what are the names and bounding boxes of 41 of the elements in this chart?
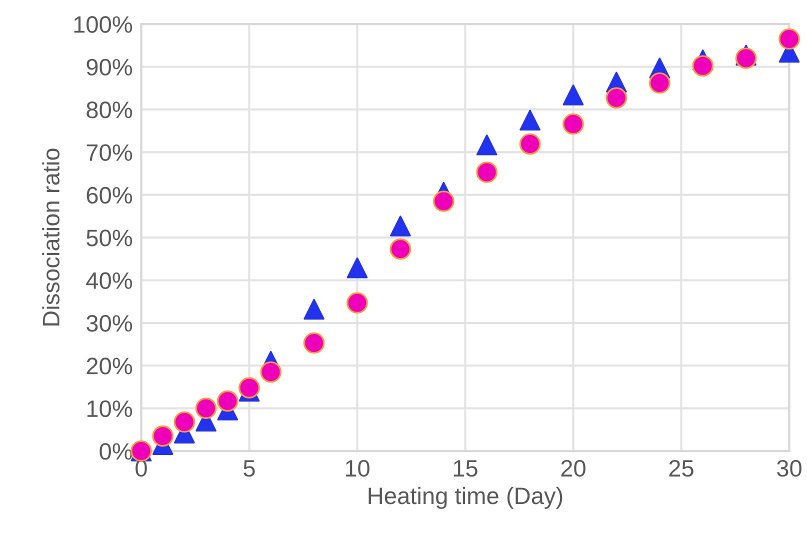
x-axis-title: Heating time (Day) bbox=[368, 486, 562, 509]
point bbox=[303, 332, 325, 354]
point bbox=[174, 411, 196, 433]
x-tick-label: 10 bbox=[346, 460, 370, 477]
point bbox=[260, 361, 282, 383]
point bbox=[432, 190, 454, 212]
x-tick-label: 25 bbox=[669, 460, 694, 477]
point bbox=[346, 292, 368, 314]
y-tick-label: 50% bbox=[86, 230, 132, 246]
x-tick-label: 30 bbox=[777, 460, 802, 477]
point bbox=[562, 84, 584, 106]
point bbox=[390, 238, 412, 260]
point bbox=[238, 377, 260, 398]
point bbox=[735, 48, 757, 69]
y-tick-label: 80% bbox=[86, 102, 132, 118]
point bbox=[195, 398, 217, 419]
point bbox=[778, 28, 800, 50]
x-tick-label: 20 bbox=[561, 460, 586, 477]
point bbox=[519, 133, 541, 155]
point bbox=[476, 134, 498, 156]
point bbox=[606, 87, 628, 109]
y-tick-label: 100% bbox=[74, 16, 132, 33]
point bbox=[648, 72, 670, 94]
point bbox=[562, 113, 584, 135]
y-tick-label: 70% bbox=[86, 144, 132, 161]
point bbox=[476, 162, 498, 183]
y-tick-label: 20% bbox=[86, 358, 132, 374]
y-tick-label: 60% bbox=[86, 186, 132, 204]
y-tick-label: 90% bbox=[86, 58, 132, 76]
y-tick-label: 30% bbox=[86, 314, 132, 332]
x-tick-label: 5 bbox=[244, 460, 255, 477]
point bbox=[520, 110, 540, 131]
y-tick-label: 40% bbox=[86, 272, 132, 290]
point bbox=[216, 390, 238, 412]
y-axis-title: Dissociation ratio bbox=[42, 148, 60, 326]
point bbox=[390, 216, 411, 236]
point bbox=[152, 425, 174, 447]
point bbox=[304, 298, 324, 320]
point bbox=[346, 257, 368, 278]
y-tick-label: 10% bbox=[87, 400, 132, 418]
x-tick-label: 15 bbox=[454, 460, 478, 477]
